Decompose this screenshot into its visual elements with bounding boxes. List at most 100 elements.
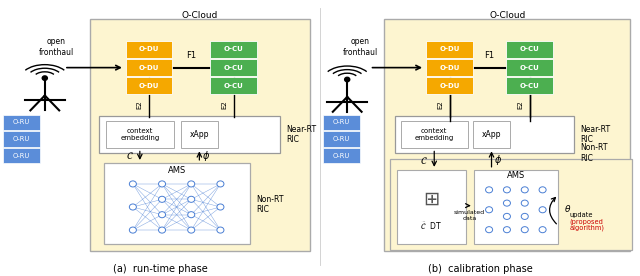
- Text: AMS: AMS: [507, 171, 525, 180]
- Text: open
fronthaul: open fronthaul: [38, 37, 74, 57]
- Text: O-RU: O-RU: [333, 153, 350, 159]
- Circle shape: [486, 207, 493, 213]
- Text: ⊞: ⊞: [423, 190, 440, 209]
- Circle shape: [159, 227, 166, 233]
- Text: AMS: AMS: [168, 166, 186, 174]
- Circle shape: [504, 227, 511, 233]
- FancyBboxPatch shape: [125, 41, 172, 58]
- Text: O-DU: O-DU: [139, 46, 159, 52]
- Text: O-DU: O-DU: [440, 46, 460, 52]
- Text: Non-RT
RIC: Non-RT RIC: [256, 195, 284, 214]
- Circle shape: [159, 181, 166, 187]
- Text: O-RU: O-RU: [333, 136, 350, 142]
- Text: O-DU: O-DU: [139, 65, 159, 71]
- Text: xApp: xApp: [189, 130, 209, 139]
- Circle shape: [217, 204, 224, 210]
- Text: O-CU: O-CU: [520, 83, 540, 89]
- Text: algorithm): algorithm): [570, 224, 605, 231]
- Circle shape: [188, 181, 195, 187]
- Text: E2: E2: [517, 100, 523, 109]
- FancyBboxPatch shape: [3, 115, 40, 130]
- FancyBboxPatch shape: [106, 121, 174, 148]
- Text: O-CU: O-CU: [520, 46, 540, 52]
- Circle shape: [129, 204, 136, 210]
- Text: O-DU: O-DU: [440, 83, 460, 89]
- FancyBboxPatch shape: [323, 115, 360, 130]
- Circle shape: [486, 227, 493, 233]
- FancyBboxPatch shape: [474, 170, 558, 244]
- Circle shape: [217, 227, 224, 233]
- FancyBboxPatch shape: [473, 121, 509, 148]
- Text: $\phi$: $\phi$: [202, 149, 211, 163]
- FancyBboxPatch shape: [125, 77, 172, 94]
- FancyBboxPatch shape: [506, 77, 553, 94]
- Text: $\phi$: $\phi$: [495, 153, 502, 167]
- Circle shape: [521, 200, 528, 206]
- FancyBboxPatch shape: [99, 116, 280, 153]
- Text: O-DU: O-DU: [440, 65, 460, 71]
- FancyBboxPatch shape: [90, 19, 310, 251]
- Text: open
fronthaul: open fronthaul: [342, 37, 378, 57]
- FancyBboxPatch shape: [390, 159, 632, 250]
- Circle shape: [521, 187, 528, 193]
- Text: xApp: xApp: [482, 130, 501, 139]
- Text: update: update: [570, 212, 593, 218]
- Text: O-CU: O-CU: [224, 65, 243, 71]
- FancyBboxPatch shape: [506, 41, 553, 58]
- Text: O-CU: O-CU: [520, 65, 540, 71]
- FancyBboxPatch shape: [397, 170, 466, 244]
- Text: F1: F1: [186, 51, 196, 60]
- Text: context
embedding: context embedding: [120, 128, 159, 141]
- Text: context
embedding: context embedding: [415, 128, 454, 141]
- Circle shape: [129, 227, 136, 233]
- Text: (b)  calibration phase: (b) calibration phase: [428, 264, 532, 274]
- Text: E2: E2: [221, 100, 227, 109]
- Text: O-CU: O-CU: [224, 83, 243, 89]
- Text: F1: F1: [484, 51, 495, 60]
- Circle shape: [344, 77, 349, 82]
- Text: (proposed: (proposed: [570, 218, 604, 225]
- FancyBboxPatch shape: [396, 116, 575, 153]
- Circle shape: [188, 196, 195, 202]
- FancyBboxPatch shape: [125, 59, 172, 76]
- FancyBboxPatch shape: [211, 59, 257, 76]
- FancyBboxPatch shape: [426, 59, 473, 76]
- Text: O-CU: O-CU: [224, 46, 243, 52]
- Text: (a)  run-time phase: (a) run-time phase: [113, 264, 207, 274]
- Text: $\theta$: $\theta$: [564, 203, 571, 214]
- Text: $\widetilde{\mathcal{C}}$  DT: $\widetilde{\mathcal{C}}$ DT: [420, 221, 442, 232]
- Text: Near-RT
RIC: Near-RT RIC: [580, 125, 610, 144]
- FancyBboxPatch shape: [506, 59, 553, 76]
- Text: O-Cloud: O-Cloud: [182, 11, 218, 20]
- Text: O-RU: O-RU: [13, 119, 30, 125]
- Circle shape: [539, 187, 546, 193]
- FancyBboxPatch shape: [384, 19, 630, 251]
- Text: E2: E2: [136, 100, 143, 109]
- FancyBboxPatch shape: [323, 148, 360, 163]
- FancyBboxPatch shape: [3, 148, 40, 163]
- FancyBboxPatch shape: [426, 77, 473, 94]
- Text: O-DU: O-DU: [139, 83, 159, 89]
- Text: simulated
data: simulated data: [454, 210, 485, 221]
- FancyBboxPatch shape: [426, 41, 473, 58]
- Circle shape: [129, 181, 136, 187]
- Text: O-RU: O-RU: [13, 136, 30, 142]
- Circle shape: [188, 227, 195, 233]
- FancyBboxPatch shape: [211, 77, 257, 94]
- Text: O-Cloud: O-Cloud: [489, 11, 525, 20]
- Circle shape: [539, 227, 546, 233]
- Text: $\mathcal{C}$: $\mathcal{C}$: [126, 150, 134, 161]
- Text: E2: E2: [437, 100, 443, 109]
- FancyBboxPatch shape: [104, 163, 250, 244]
- Circle shape: [159, 196, 166, 202]
- Text: $\mathcal{C}$: $\mathcal{C}$: [420, 155, 428, 166]
- Circle shape: [504, 200, 511, 206]
- FancyBboxPatch shape: [211, 41, 257, 58]
- Circle shape: [504, 213, 511, 219]
- Circle shape: [521, 213, 528, 219]
- FancyBboxPatch shape: [401, 121, 468, 148]
- Text: O-RU: O-RU: [13, 153, 30, 159]
- Circle shape: [188, 212, 195, 218]
- Circle shape: [504, 187, 511, 193]
- Text: O-RU: O-RU: [333, 119, 350, 125]
